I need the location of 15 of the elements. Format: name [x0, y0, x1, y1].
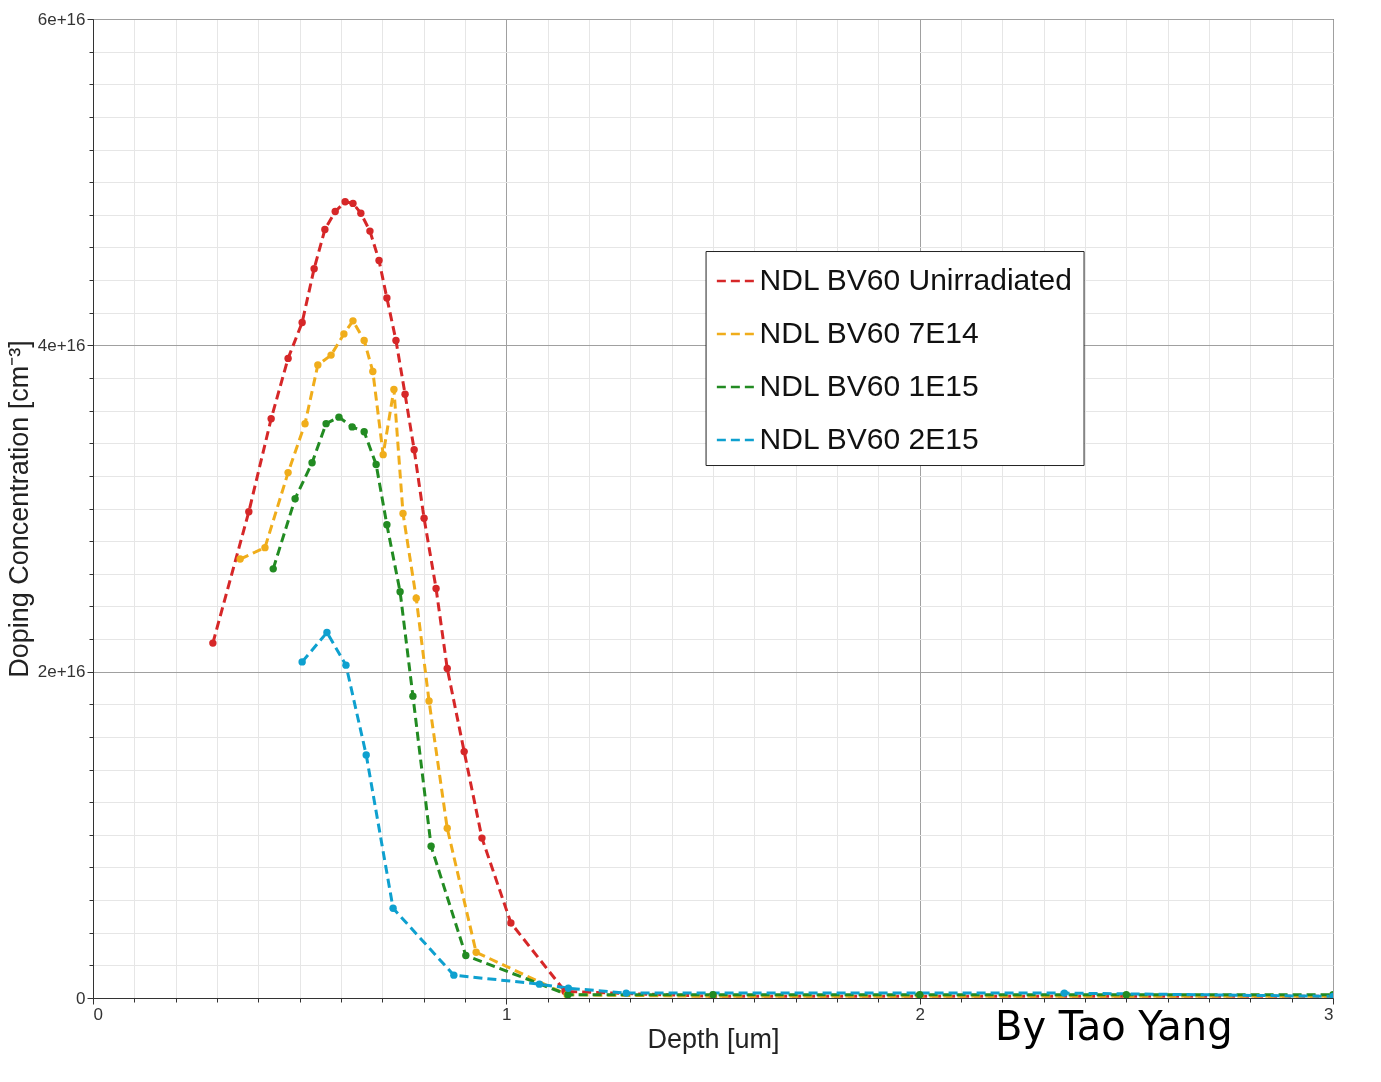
legend-label: NDL BV60 Unirradiated: [759, 263, 1072, 297]
y-tick-label: 0: [76, 988, 86, 1008]
x-tick-label: 1: [502, 1004, 512, 1024]
text: By Tao Yang: [995, 1003, 1233, 1049]
x-tick-label: 3: [1324, 1004, 1334, 1024]
legend-label: NDL BV60 1E15: [759, 369, 979, 403]
x-tick-label: 0: [93, 1004, 103, 1024]
y-axis-title: Doping Concentration [cm⁻³]: [3, 340, 34, 678]
legend-label: NDL BV60 7E14: [759, 316, 979, 350]
y-tick-label: 2e+16: [37, 662, 86, 682]
legend-label: NDL BV60 2E15: [759, 422, 979, 456]
x-axis-title: Depth [um]: [647, 1023, 780, 1054]
y-tick-label: 6e+16: [37, 9, 86, 29]
y-tick-label: 4e+16: [37, 335, 86, 355]
x-tick-label: 2: [915, 1004, 925, 1024]
